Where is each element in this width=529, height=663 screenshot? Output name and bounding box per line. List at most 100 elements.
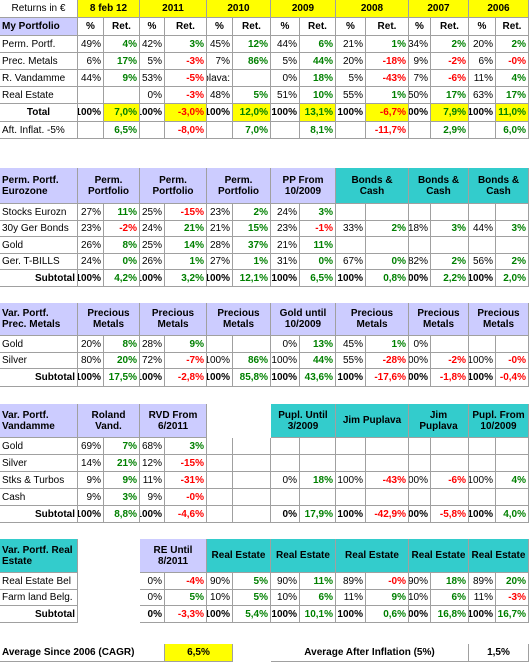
value-cell[interactable]: 11% — [469, 589, 496, 606]
row-label[interactable]: 30y Ger Bonds — [0, 220, 78, 237]
value-cell[interactable]: 21% — [271, 237, 300, 254]
inflation-cell[interactable]: -11,7% — [366, 122, 409, 139]
total-cell[interactable]: 100% — [336, 104, 366, 122]
value-cell[interactable]: 9% — [140, 489, 165, 506]
value-cell[interactable]: 5% — [233, 589, 271, 606]
value-cell[interactable]: 0% — [271, 70, 300, 87]
value-cell[interactable]: -28% — [366, 352, 409, 369]
value-cell[interactable] — [233, 472, 271, 489]
value-cell[interactable]: 86% — [233, 352, 271, 369]
value-cell[interactable] — [336, 204, 366, 221]
value-cell[interactable] — [233, 336, 271, 353]
value-cell[interactable]: 27% — [207, 253, 233, 270]
value-cell[interactable]: -2% — [431, 53, 469, 70]
value-cell[interactable]: 5% — [336, 70, 366, 87]
value-cell[interactable]: 9% — [366, 589, 409, 606]
row-label[interactable]: Ger. T-BILLS — [0, 253, 78, 270]
subtotal-label[interactable]: Subtotal — [0, 270, 78, 287]
subtotal-cell[interactable]: -0,4% — [496, 369, 529, 387]
value-cell[interactable]: 4% — [104, 36, 140, 53]
value-cell[interactable]: 34% — [409, 36, 431, 53]
value-cell[interactable]: 10% — [300, 87, 336, 104]
average-value[interactable]: 6,5% — [165, 644, 233, 662]
value-cell[interactable] — [336, 489, 366, 506]
value-cell[interactable]: 11% — [300, 573, 336, 590]
value-cell[interactable]: 3% — [165, 36, 207, 53]
value-cell[interactable]: 6% — [431, 589, 469, 606]
row-label[interactable]: Stks & Turbos — [0, 472, 78, 489]
value-cell[interactable]: 21% — [207, 220, 233, 237]
value-cell[interactable]: 100% — [336, 472, 366, 489]
value-cell[interactable] — [78, 87, 104, 104]
value-cell[interactable]: 0% — [140, 589, 165, 606]
value-cell[interactable]: 2% — [431, 253, 469, 270]
subtotal-label[interactable]: Subtotal — [0, 506, 78, 523]
value-cell[interactable]: 100% — [271, 352, 300, 369]
column-header[interactable]: Precious Metals — [207, 303, 271, 336]
subtotal-cell[interactable]: 100% — [469, 506, 496, 523]
value-cell[interactable]: 90% — [409, 573, 431, 590]
subtotal-cell[interactable]: 100% — [207, 369, 233, 387]
subtotal-label[interactable]: Subtotal — [0, 369, 78, 387]
subtotal-cell[interactable]: 100% — [207, 270, 233, 287]
value-cell[interactable] — [336, 237, 366, 254]
subtotal-cell[interactable]: 100% — [469, 606, 496, 623]
value-cell[interactable]: -4% — [165, 573, 207, 590]
value-cell[interactable] — [496, 204, 529, 221]
value-cell[interactable]: 8% — [104, 237, 140, 254]
value-cell[interactable]: 1% — [165, 253, 207, 270]
section-title[interactable]: Var. Portf. Vandamme — [0, 404, 78, 438]
value-cell[interactable]: 13% — [300, 336, 336, 353]
subtotal-cell[interactable]: 17,5% — [104, 369, 140, 387]
value-cell[interactable]: 6% — [300, 36, 336, 53]
value-cell[interactable] — [431, 237, 469, 254]
section-title[interactable]: Perm. Portf. Eurozone — [0, 168, 78, 204]
subtotal-cell[interactable]: 100% — [469, 270, 496, 287]
value-cell[interactable]: 6% — [469, 53, 496, 70]
value-cell[interactable]: 9% — [409, 53, 431, 70]
subtotal-cell[interactable]: -1,8% — [431, 369, 469, 387]
value-cell[interactable] — [431, 489, 469, 506]
inflation-cell[interactable]: 6,5% — [104, 122, 140, 139]
subtotal-cell[interactable]: -5,8% — [431, 506, 469, 523]
subtotal-cell[interactable]: -3,3% — [165, 606, 207, 623]
total-cell[interactable]: 7,9% — [431, 104, 469, 122]
subtotal-cell[interactable]: 100% — [409, 270, 431, 287]
year-header[interactable]: 2006 — [469, 0, 529, 18]
value-cell[interactable]: 89% — [469, 573, 496, 590]
year-header[interactable]: 2010 — [207, 0, 271, 18]
subtotal-cell[interactable]: 2,0% — [496, 270, 529, 287]
value-cell[interactable]: 44% — [469, 220, 496, 237]
value-cell[interactable] — [469, 489, 496, 506]
value-cell[interactable] — [431, 455, 469, 472]
value-cell[interactable]: 24% — [271, 204, 300, 221]
value-cell[interactable]: 2% — [496, 253, 529, 270]
value-cell[interactable]: 11% — [104, 204, 140, 221]
subtotal-cell[interactable]: 4,0% — [496, 506, 529, 523]
value-cell[interactable]: 100% — [409, 472, 431, 489]
value-cell[interactable]: -6% — [431, 70, 469, 87]
value-cell[interactable]: 0% — [271, 472, 300, 489]
value-cell[interactable] — [366, 455, 409, 472]
value-cell[interactable] — [207, 438, 233, 455]
value-cell[interactable]: 24% — [78, 253, 104, 270]
subtotal-cell[interactable]: -42,9% — [366, 506, 409, 523]
subtotal-cell[interactable] — [233, 506, 271, 523]
value-cell[interactable] — [207, 489, 233, 506]
pct-header[interactable]: % — [271, 18, 300, 36]
inflation-cell[interactable] — [78, 122, 104, 139]
subtotal-cell[interactable]: 100% — [336, 369, 366, 387]
value-cell[interactable] — [366, 438, 409, 455]
value-cell[interactable]: 9% — [165, 336, 207, 353]
inflation-cell[interactable] — [336, 122, 366, 139]
column-header[interactable]: Pupl. From 10/2009 — [469, 404, 529, 438]
value-cell[interactable]: 100% — [469, 352, 496, 369]
value-cell[interactable]: 12% — [140, 455, 165, 472]
value-cell[interactable]: 18% — [300, 70, 336, 87]
year-header[interactable]: 2008 — [336, 0, 409, 18]
value-cell[interactable]: 11% — [300, 237, 336, 254]
subtotal-cell[interactable] — [207, 506, 233, 523]
value-cell[interactable]: 31% — [271, 253, 300, 270]
value-cell[interactable]: 1% — [366, 87, 409, 104]
value-cell[interactable] — [469, 204, 496, 221]
